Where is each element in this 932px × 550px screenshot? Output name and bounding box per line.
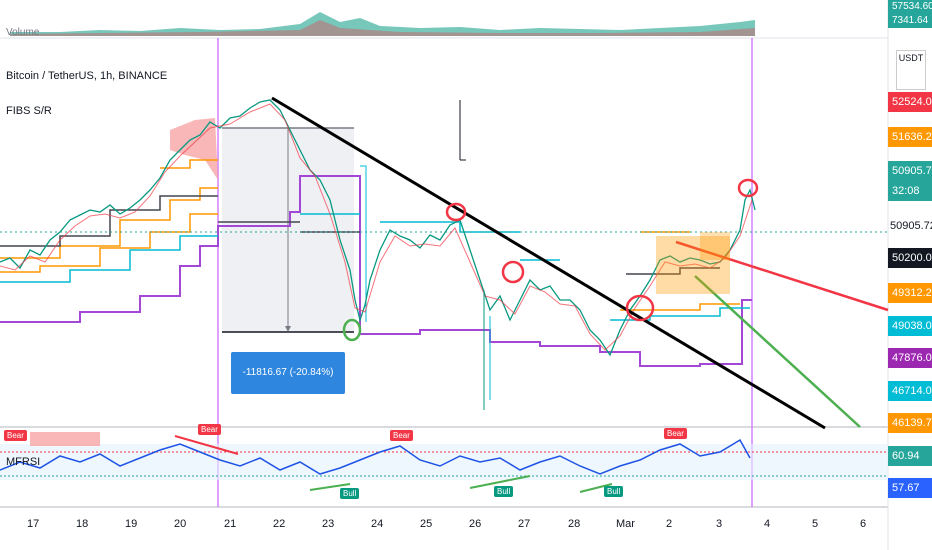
- time-axis-label: 17: [27, 518, 40, 530]
- measure-tooltip: -11816.67 (-20.84%) -1181667: [231, 352, 345, 420]
- oscillator-label[interactable]: MFRSI: [6, 456, 41, 468]
- volume-value-tag: 7341.64: [888, 14, 932, 28]
- bull-signal-tag: Bull: [604, 486, 624, 497]
- bull-signal-tag: Bull: [494, 486, 514, 497]
- time-axis-label: 22: [273, 518, 286, 530]
- currency-unit-selector[interactable]: USDT: [896, 50, 926, 90]
- bull-signal-tag: Bull: [340, 488, 360, 499]
- bear-signal-tag: Bear: [4, 430, 27, 441]
- price-tag: 49312.23: [888, 283, 932, 303]
- time-axis-label: 25: [420, 518, 433, 530]
- time-axis-label: 24: [371, 518, 384, 530]
- price-tag: 32:08: [888, 181, 932, 201]
- time-axis-label: 23: [322, 518, 335, 530]
- time-axis-label: 4: [764, 518, 771, 530]
- time-axis-label: 18: [76, 518, 89, 530]
- price-axis-label: 50905.72: [890, 220, 932, 232]
- oscillator-value-tag: 57.67: [888, 478, 932, 498]
- volume-label: Volume: [6, 27, 40, 38]
- price-tag: 50905.72: [888, 161, 932, 181]
- unit-label: USDT: [898, 53, 924, 63]
- time-axis-label: 26: [469, 518, 482, 530]
- price-tag: 52524.00: [888, 92, 932, 112]
- time-axis-label: 20: [174, 518, 187, 530]
- oscillator-value-tag: 60.94: [888, 446, 932, 466]
- bear-signal-tag: Bear: [664, 428, 687, 439]
- symbol-title[interactable]: Bitcoin / TetherUS, 1h, BINANCE: [6, 70, 168, 82]
- indicator-label[interactable]: FIBS S/R: [6, 105, 52, 117]
- bear-signal-tag: Bear: [390, 430, 413, 441]
- bear-signal-tag: Bear: [198, 424, 221, 435]
- time-axis-label: 21: [224, 518, 237, 530]
- time-axis-label: Mar: [616, 518, 635, 530]
- price-tag: 51636.23: [888, 127, 932, 147]
- time-axis-label: 28: [568, 518, 581, 530]
- price-tag: 49038.00: [888, 316, 932, 336]
- volume-value-tag: 57534.60: [888, 0, 932, 14]
- time-axis-label: 5: [812, 518, 819, 530]
- time-axis-label: 6: [860, 518, 867, 530]
- time-axis-label: 19: [125, 518, 138, 530]
- time-axis-label: 27: [518, 518, 531, 530]
- price-tag: 50200.00: [888, 248, 932, 268]
- price-tag: 47876.00: [888, 348, 932, 368]
- price-tag: 46139.77: [888, 413, 932, 433]
- price-tag: 46714.00: [888, 381, 932, 401]
- time-axis-label: 2: [666, 518, 673, 530]
- time-axis-label: 3: [716, 518, 723, 530]
